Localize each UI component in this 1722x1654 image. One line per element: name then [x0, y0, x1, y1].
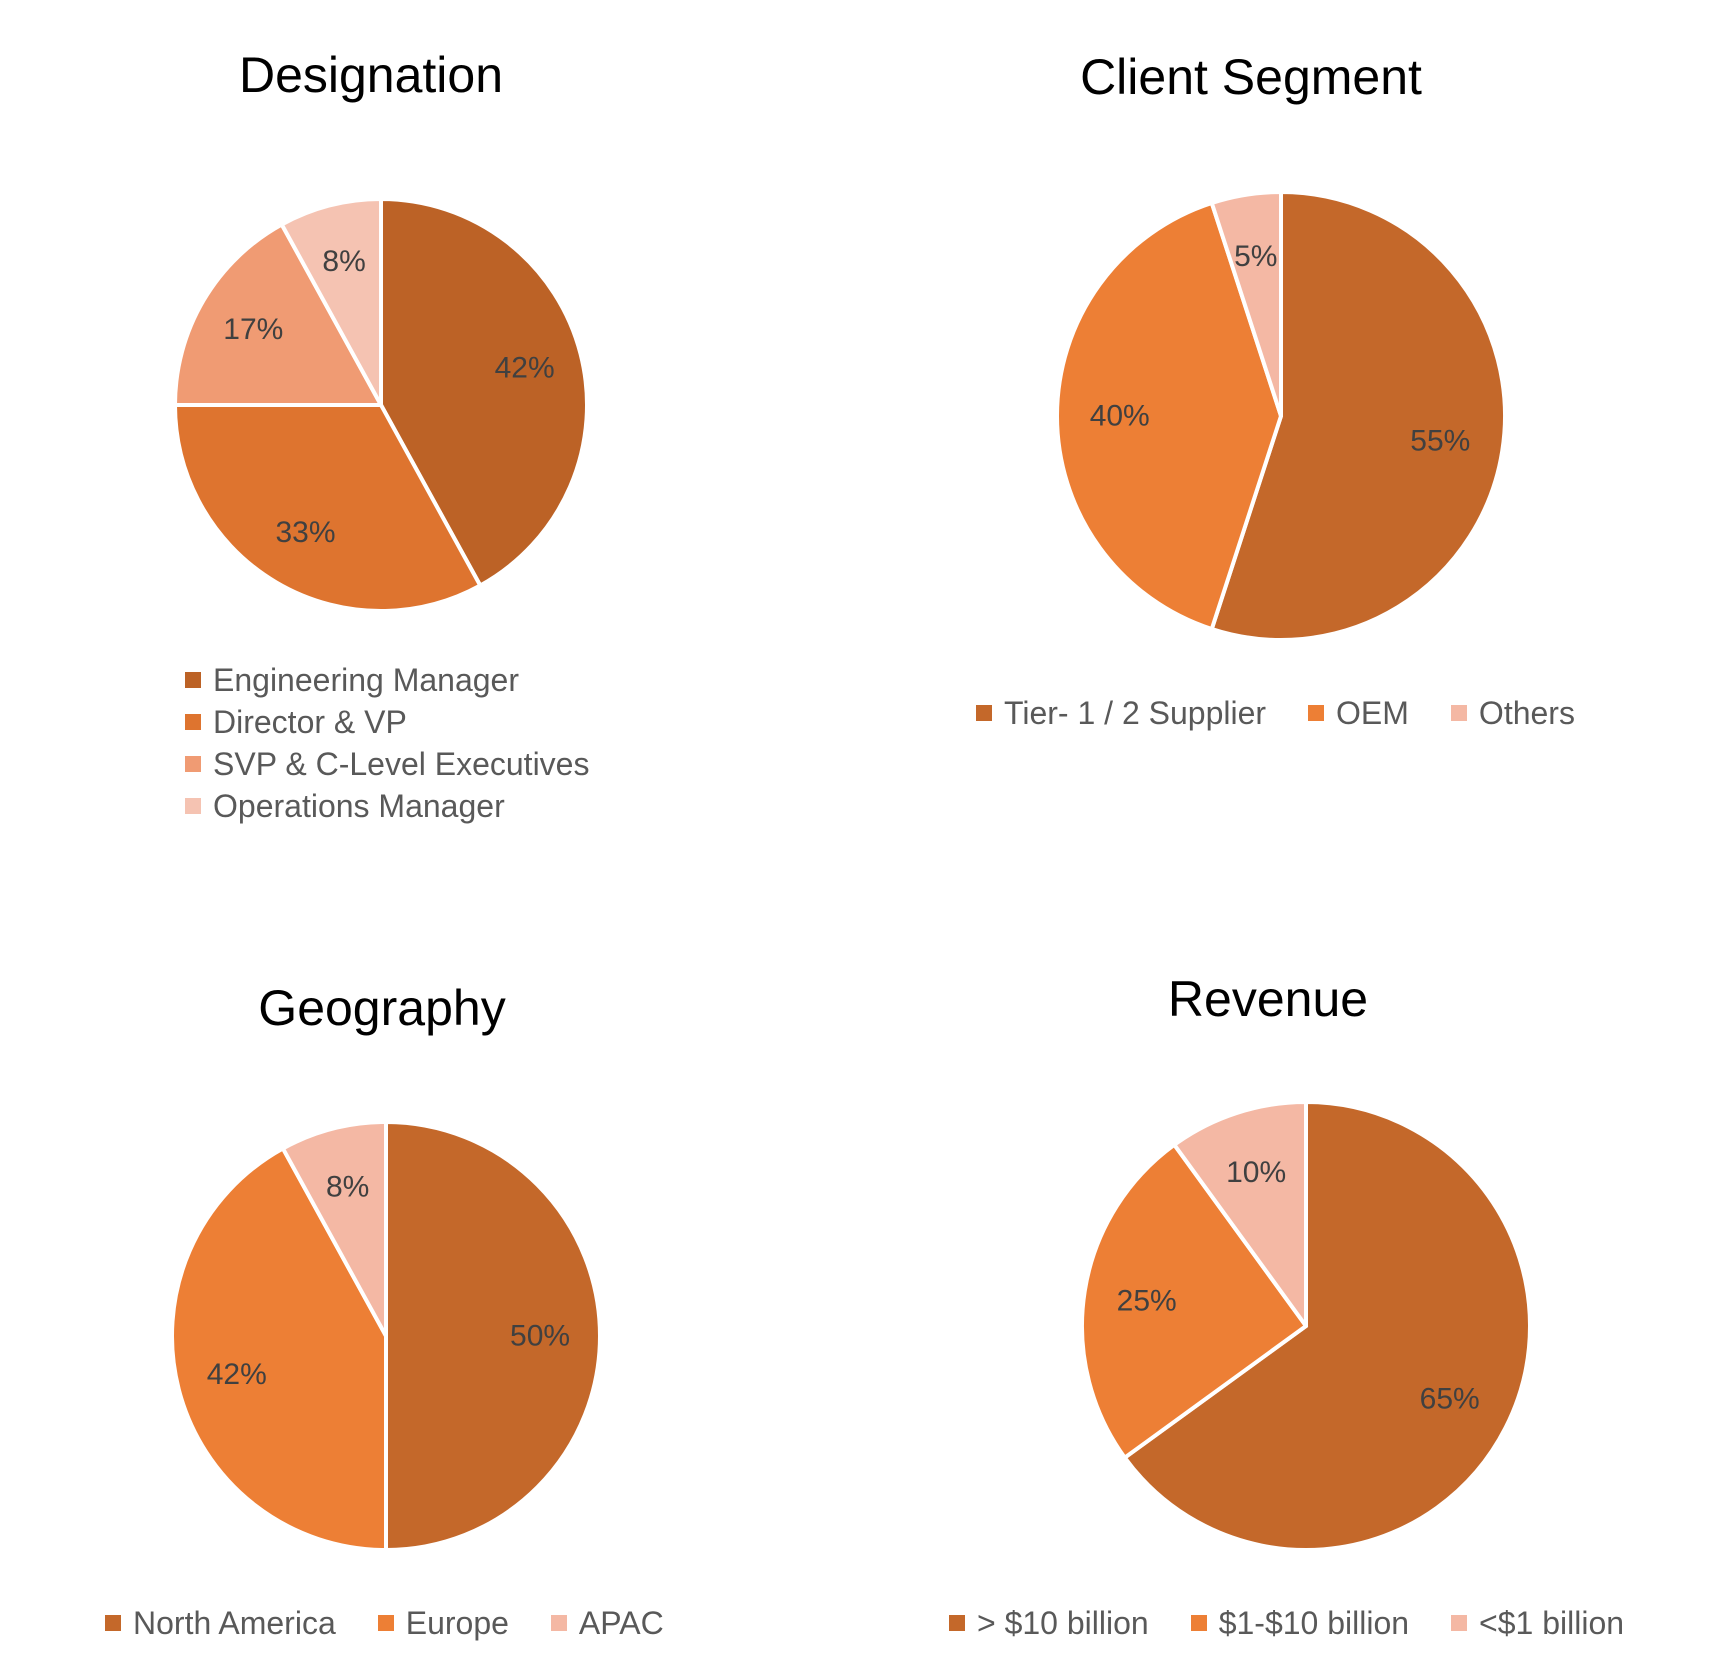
- pie-slice[interactable]: [1054, 200, 1283, 632]
- legend-swatch: [1190, 1615, 1207, 1631]
- legend-item[interactable]: Europe: [377, 1605, 509, 1641]
- data-label: 5%: [1234, 240, 1277, 273]
- pie-slice[interactable]: [280, 1120, 388, 1338]
- pie-slice[interactable]: [1209, 190, 1507, 642]
- legend-item[interactable]: > $10 billion: [949, 1607, 1149, 1639]
- legend-swatch: [976, 705, 992, 721]
- legend-label: North America: [133, 1605, 336, 1641]
- data-label: 8%: [322, 245, 365, 278]
- legend-item[interactable]: Engineering Manager: [185, 659, 589, 701]
- pie-slice[interactable]: [1172, 1100, 1308, 1328]
- legend-swatch: [1308, 705, 1325, 721]
- legend-swatch: [185, 798, 201, 814]
- legend-swatch: [550, 1615, 567, 1631]
- legend-item[interactable]: <$1 billion: [1451, 1607, 1624, 1639]
- pie-slice[interactable]: [279, 197, 383, 407]
- legend-label: Others: [1478, 695, 1575, 731]
- data-label: 17%: [223, 313, 283, 346]
- legend-swatch: [185, 714, 201, 730]
- legend-label: APAC: [578, 1605, 664, 1641]
- geography-chart-title: Geography: [258, 980, 506, 1036]
- legend-item[interactable]: $1-$10 billion: [1190, 1605, 1410, 1641]
- legend-item[interactable]: Others: [1450, 695, 1575, 731]
- data-label: 42%: [495, 352, 555, 385]
- legend-item[interactable]: Director & VP: [185, 701, 589, 743]
- data-label: 33%: [275, 516, 335, 549]
- pie-slice[interactable]: [1080, 1142, 1308, 1460]
- legend-label: Operations Manager: [213, 788, 505, 824]
- revenue-legend: > $10 billion $1-$10 billion <$1 billion: [949, 1607, 1624, 1639]
- legend-swatch: [949, 1615, 965, 1631]
- legend-swatch: [105, 1615, 121, 1631]
- data-label: 8%: [326, 1170, 369, 1203]
- legend-label: $1-$10 billion: [1218, 1605, 1410, 1641]
- data-label: 10%: [1226, 1156, 1286, 1189]
- legend-label: <$1 billion: [1479, 1605, 1625, 1641]
- geography-legend: North America Europe APAC: [105, 1607, 664, 1639]
- client-segment-legend: Tier- 1 / 2 Supplier OEM Others: [976, 697, 1575, 729]
- legend-item[interactable]: Tier- 1 / 2 Supplier: [976, 697, 1266, 729]
- pie-slice[interactable]: [170, 1146, 388, 1552]
- revenue-chart-title: Revenue: [1167, 971, 1369, 1027]
- legend-label: Engineering Manager: [213, 662, 519, 698]
- legend-label: OEM: [1336, 695, 1409, 731]
- legend-item[interactable]: North America: [105, 1607, 336, 1639]
- pie-slice[interactable]: [1122, 1100, 1532, 1552]
- data-label: 40%: [1090, 400, 1150, 433]
- pie-slice[interactable]: [379, 197, 589, 588]
- designation-legend: Engineering Manager Director & VP SVP & …: [185, 659, 589, 827]
- pie-slice[interactable]: [1209, 190, 1283, 418]
- pie-slice[interactable]: [173, 403, 483, 613]
- legend-swatch: [377, 1615, 394, 1631]
- legend-item[interactable]: APAC: [550, 1605, 664, 1641]
- legend-swatch: [1450, 705, 1467, 721]
- legend-swatch: [185, 756, 201, 772]
- client-segment-chart-title: Client Segment: [1080, 49, 1422, 105]
- legend-item[interactable]: SVP & C-Level Executives: [185, 743, 589, 785]
- legend-label: > $10 billion: [977, 1605, 1149, 1641]
- legend-label: SVP & C-Level Executives: [213, 746, 590, 782]
- legend-label: Director & VP: [213, 704, 407, 740]
- pie-slice[interactable]: [173, 222, 383, 407]
- legend-item[interactable]: Operations Manager: [185, 785, 589, 827]
- legend-swatch: [185, 672, 201, 688]
- designation-chart-title: Designation: [238, 47, 504, 103]
- legend-item[interactable]: OEM: [1308, 697, 1409, 729]
- legend-label: Europe: [405, 1605, 509, 1641]
- data-label: 55%: [1410, 425, 1470, 458]
- data-label: 65%: [1420, 1383, 1480, 1416]
- legend-label: Tier- 1 / 2 Supplier: [1004, 695, 1267, 731]
- data-label: 50%: [510, 1320, 570, 1353]
- data-label: 25%: [1117, 1284, 1177, 1317]
- data-label: 42%: [207, 1358, 267, 1391]
- pie-slice[interactable]: [384, 1120, 602, 1552]
- legend-swatch: [1451, 1615, 1468, 1631]
